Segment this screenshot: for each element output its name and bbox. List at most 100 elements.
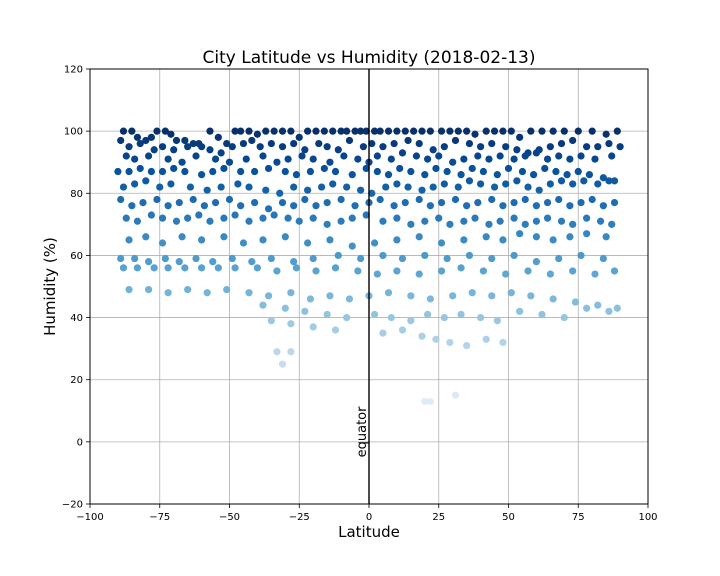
data-point [569, 220, 577, 228]
data-point [482, 127, 490, 135]
data-point [329, 180, 337, 188]
data-point [259, 214, 267, 222]
data-point [267, 317, 275, 325]
data-point [376, 195, 384, 204]
data-point [158, 167, 167, 176]
data-point [398, 326, 407, 334]
data-point [354, 155, 362, 163]
data-point [563, 171, 571, 179]
data-point [343, 313, 351, 322]
data-point [555, 195, 563, 204]
data-point [326, 292, 334, 300]
data-point [267, 254, 275, 263]
data-point [532, 217, 541, 225]
data-point [426, 127, 434, 135]
data-point [393, 236, 401, 244]
data-point [131, 155, 139, 163]
data-point [596, 217, 605, 225]
data-point [320, 127, 328, 135]
data-point [287, 289, 295, 297]
data-point [326, 158, 334, 166]
data-point [421, 171, 429, 179]
data-point [574, 167, 582, 176]
data-point [435, 152, 443, 160]
data-point [203, 289, 211, 297]
data-point [546, 143, 554, 151]
data-point [192, 152, 200, 160]
data-point [421, 397, 429, 406]
data-point [334, 251, 342, 260]
data-point [460, 217, 468, 225]
data-point [477, 180, 485, 188]
data-point [549, 236, 557, 244]
data-point [144, 152, 153, 160]
data-point [264, 292, 273, 300]
data-point [170, 146, 178, 154]
data-point [357, 186, 365, 194]
data-point [555, 152, 563, 160]
data-point [248, 136, 256, 145]
data-point [485, 155, 493, 163]
data-point [426, 202, 434, 210]
axis-ticks: −100 −75 −50 −25 0 25 50 75 100 −20 0 20 40 60 80 100 12… [62, 65, 658, 524]
data-point [566, 202, 574, 210]
data-point [144, 258, 153, 266]
data-point [465, 139, 474, 148]
data-point [418, 127, 426, 135]
data-point [502, 270, 510, 278]
data-point [125, 236, 133, 244]
data-point [357, 127, 365, 135]
data-point [273, 158, 281, 166]
data-point [390, 139, 398, 148]
data-point [616, 143, 624, 151]
data-point [546, 270, 554, 278]
data-point [552, 167, 560, 176]
data-point [429, 146, 437, 154]
data-point [181, 167, 189, 176]
y-tick-label: 100 [64, 127, 83, 138]
data-point [306, 295, 315, 303]
data-point [231, 264, 239, 272]
data-point [410, 127, 418, 135]
data-point [195, 139, 203, 148]
data-point [253, 264, 261, 272]
data-point [287, 348, 295, 356]
data-point [577, 251, 585, 260]
data-point [532, 202, 541, 210]
data-point [524, 267, 532, 275]
data-point [144, 286, 153, 294]
data-point [546, 180, 554, 188]
data-point [390, 202, 398, 210]
data-point [513, 177, 521, 185]
data-point [516, 230, 524, 238]
data-point [460, 236, 468, 244]
data-point [446, 127, 454, 135]
data-point [393, 214, 401, 222]
data-point [309, 254, 317, 263]
data-point [477, 313, 485, 322]
data-point [530, 171, 538, 179]
data-point [147, 133, 155, 141]
data-point [407, 167, 415, 176]
data-point [446, 338, 454, 347]
data-point [401, 199, 409, 207]
data-point [125, 143, 133, 151]
data-point [454, 127, 462, 135]
data-point [379, 329, 387, 337]
data-point [214, 264, 222, 272]
data-point [147, 167, 155, 176]
data-point [309, 214, 317, 222]
data-point [463, 127, 471, 135]
data-point [482, 335, 490, 343]
data-point [407, 292, 415, 300]
equator-reference: equator [355, 69, 370, 504]
chart-title: City Latitude vs Humidity (2018-02-13) [203, 48, 536, 68]
data-point [354, 267, 362, 275]
data-point [348, 214, 356, 222]
data-point [602, 233, 610, 241]
data-point [156, 183, 164, 191]
data-point [292, 171, 301, 179]
data-point [432, 335, 440, 343]
data-point [507, 127, 515, 135]
data-point [368, 189, 376, 197]
